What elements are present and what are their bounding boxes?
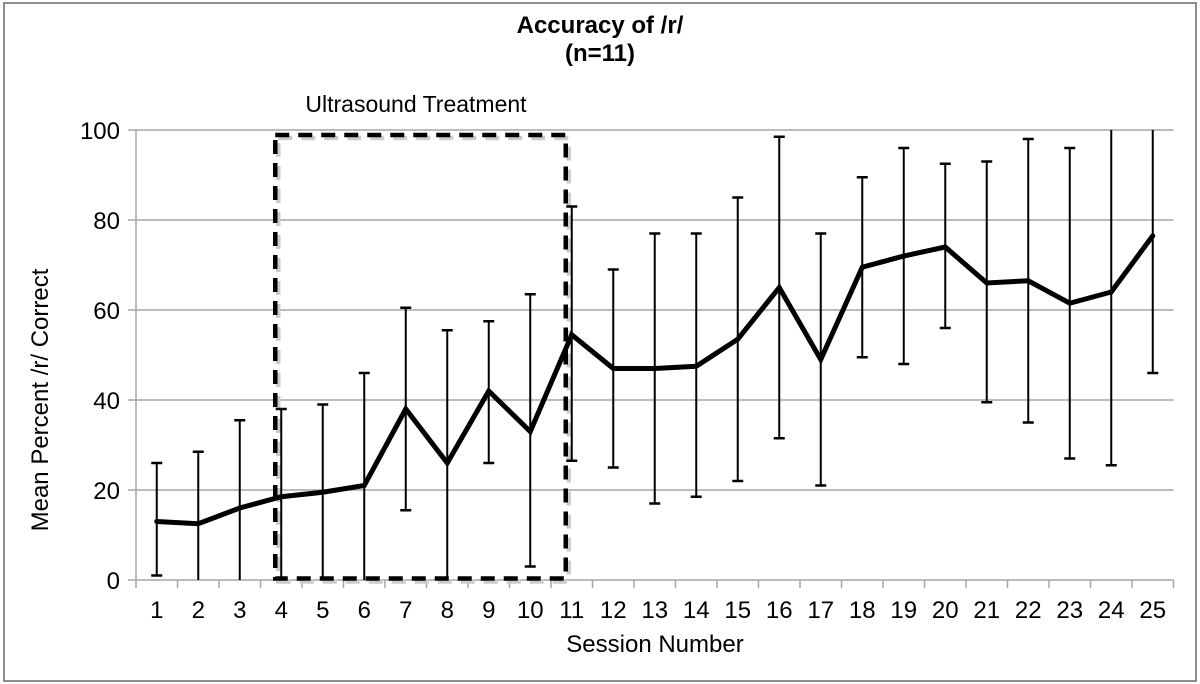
x-tick-label: 16: [766, 597, 793, 624]
y-tick-label: 0: [107, 568, 120, 595]
x-tick-label: 10: [517, 597, 544, 624]
x-tick-label: 17: [807, 597, 834, 624]
x-tick-label: 14: [683, 597, 710, 624]
x-tick-label: 2: [192, 597, 205, 624]
y-tick-label: 100: [80, 118, 120, 145]
x-tick-label: 12: [600, 597, 627, 624]
x-tick-label: 11: [559, 597, 584, 624]
x-tick-label: 1: [150, 597, 163, 624]
x-tick-label: 9: [482, 597, 495, 624]
treatment-box: [273, 132, 568, 581]
x-axis-title: Session Number: [566, 631, 743, 658]
treatment-annotation: Ultrasound Treatment: [305, 91, 527, 117]
x-tick-label: 19: [890, 597, 917, 624]
x-tick-label: 21: [973, 597, 1000, 624]
x-tick-label: 23: [1056, 597, 1083, 624]
x-tick-label: 7: [399, 597, 412, 624]
y-axis-title: Mean Percent /r/ Correct: [27, 268, 54, 531]
x-tick-label: 8: [441, 597, 454, 624]
x-tick-label: 4: [275, 597, 288, 624]
y-tick-label: 80: [93, 208, 120, 235]
x-tick-label: 20: [932, 597, 959, 624]
x-tick-label: 18: [849, 597, 876, 624]
chart-title: Accuracy of /r/: [517, 12, 684, 39]
x-tick-label: 24: [1098, 597, 1125, 624]
x-tick-label: 5: [316, 597, 329, 624]
y-tick-label: 20: [93, 478, 120, 505]
mean-line: [154, 233, 1156, 527]
x-tick-label: 25: [1139, 597, 1166, 624]
chart-subtitle: (n=11): [565, 40, 635, 67]
x-tick-label: 15: [724, 597, 751, 624]
y-tick-label: 60: [93, 298, 120, 325]
x-tick-label: 6: [358, 597, 371, 624]
treatment-box-shadow: [276, 135, 571, 584]
x-tick-label: 13: [641, 597, 668, 624]
x-tick-label: 22: [1015, 597, 1042, 624]
y-tick-label: 40: [93, 388, 120, 415]
x-tick-label: 3: [233, 597, 246, 624]
